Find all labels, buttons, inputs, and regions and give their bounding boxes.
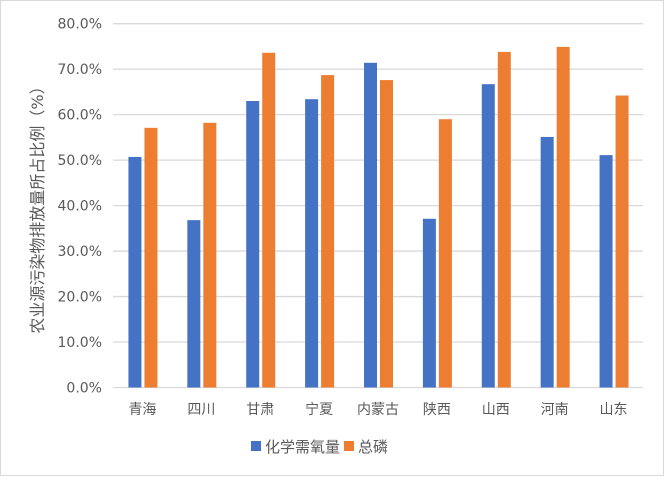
x-tick-label: 四川 [187,402,215,418]
y-tick-label: 70.0% [58,62,102,78]
bar-tp [262,52,276,388]
y-tick-label: 40.0% [58,199,102,215]
y-tick-label: 0.0% [66,381,102,397]
y-tick-label: 20.0% [58,290,102,306]
x-tick-label: 河南 [541,402,569,418]
x-tick-label: 青海 [128,402,156,418]
legend-label: 化学需氧量 [265,438,340,456]
bar-cod [481,84,495,388]
bars [128,46,629,388]
y-tick-label: 10.0% [58,335,102,351]
legend-swatch [344,441,354,451]
bar-cod [305,99,319,388]
bar-tp [556,46,570,388]
bar-tp [321,75,335,388]
x-tick-label: 宁夏 [305,401,333,418]
legend-swatch [251,441,261,451]
bar-tp [615,95,629,388]
bar-tp [380,80,393,388]
y-tick-label: 50.0% [58,153,102,169]
bar-cod [599,155,613,388]
x-tick-label: 陕西 [423,402,451,418]
x-axis-ticks: 青海 四川 甘肃 宁夏 内蒙古 陕西 山西 河南 山东 [128,401,627,418]
legend: 化学需氧量 总磷 [251,438,388,456]
bar-cod [422,218,436,388]
y-tick-label: 30.0% [58,244,102,260]
bar-cod [364,62,377,388]
x-tick-label: 甘肃 [246,402,274,418]
x-tick-label: 山西 [482,402,510,418]
y-axis-ticks: 0.0% 10.0% 20.0% 30.0% 40.0% 50.0% 60.0% 70.0% 8… [58,17,102,397]
bar-cod [187,220,201,388]
bar-cod [128,156,142,388]
bar-cod [540,136,554,388]
bar-tp [144,127,158,388]
gridlines [113,23,643,389]
y-axis-label: 农业源污染物排放量所占比例（%） [28,78,47,333]
bar-tp [203,122,217,388]
x-tick-label: 山东 [600,402,628,418]
y-tick-label: 80.0% [58,17,102,33]
y-tick-label: 60.0% [58,108,102,124]
legend-label: 总磷 [358,438,388,456]
bar-tp [497,51,511,388]
x-tick-label: 内蒙古 [357,402,399,418]
bar-tp [438,119,452,388]
bar-cod [246,101,260,388]
